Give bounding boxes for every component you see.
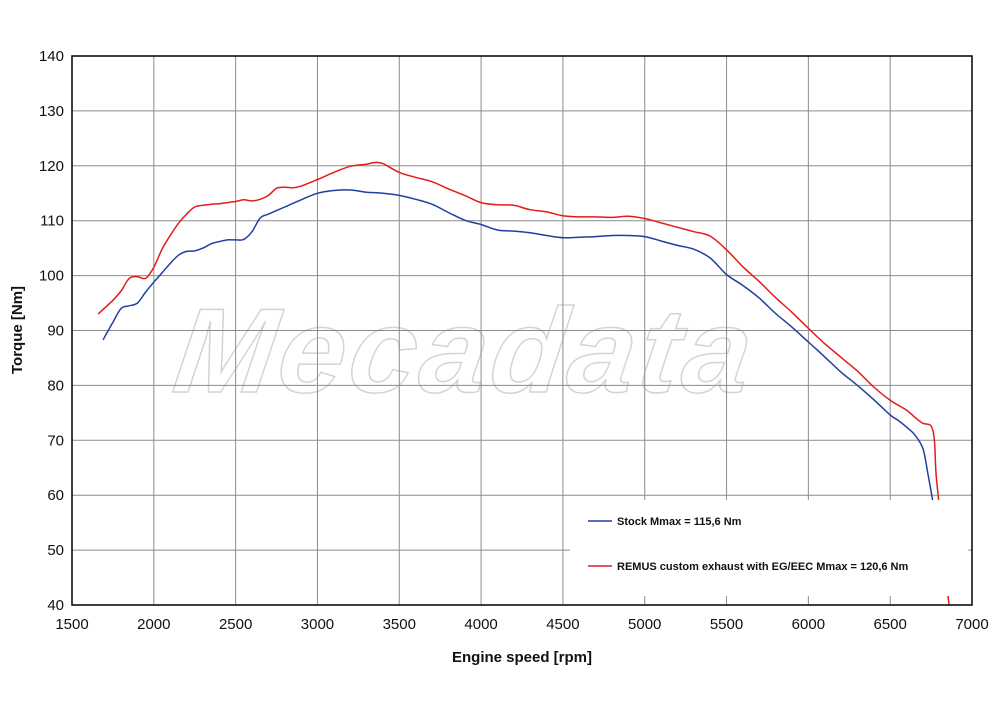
x-tick-labels: 1500 2000 2500 3000 3500 4000 4500 5000 5500 6000… [55,616,988,633]
x-tick-label: 4000 [464,616,497,633]
legend-label-remus: REMUS custom exhaust with EG/EEC Mmax = … [617,561,908,573]
x-tick-label: 6000 [792,616,825,633]
plot-frame [71,55,973,606]
y-tick-label: 140 [39,48,64,65]
y-tick-label: 100 [39,268,64,285]
x-axis-title: Engine speed [rpm] [452,649,592,666]
y-tick-label: 120 [39,158,64,175]
x-tick-label: 4500 [546,616,579,633]
y-tick-label: 90 [47,323,64,340]
legend-label-stock: Stock Mmax = 115,6 Nm [617,516,742,528]
series-line-remus [97,161,950,606]
x-tick-label: 7000 [955,616,988,633]
x-tick-label: 5500 [710,616,743,633]
y-tick-label: 60 [47,487,64,504]
y-tick-labels: 40 50 60 70 80 90 100 110 120 130 140 [39,48,64,614]
series-layer [97,161,950,606]
watermark-text: Mecadata [167,284,765,418]
y-tick-label: 50 [47,542,64,559]
x-tick-label: 3000 [301,616,334,633]
y-axis-title: Torque [Nm] [9,286,26,374]
y-tick-label: 70 [47,432,64,449]
x-tick-label: 2500 [219,616,252,633]
legend: Stock Mmax = 115,6 Nm REMUS custom exhau… [570,500,968,596]
y-tick-label: 80 [47,377,64,394]
x-tick-label: 5000 [628,616,661,633]
y-tick-label: 40 [47,597,64,614]
x-tick-label: 1500 [55,616,88,633]
x-tick-label: 6500 [873,616,906,633]
y-tick-label: 110 [40,213,64,230]
series-line-stock [102,189,934,501]
y-tick-label: 130 [39,103,64,120]
legend-box [570,500,968,596]
x-tick-label: 2000 [137,616,170,633]
x-tick-label: 3500 [383,616,416,633]
